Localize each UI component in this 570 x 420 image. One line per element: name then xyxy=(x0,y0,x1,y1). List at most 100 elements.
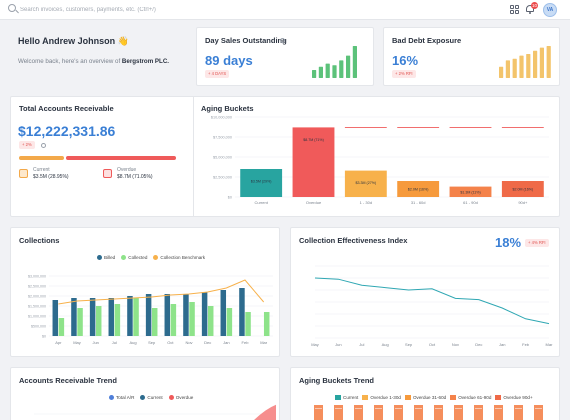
company-name: Bergstrom PLC. xyxy=(121,58,170,65)
legend-item[interactable]: Current xyxy=(140,395,163,400)
cei-month-label: Sep xyxy=(405,342,413,347)
legend-label: Current xyxy=(343,395,359,400)
aging-ytick-label: $7,500,000 xyxy=(213,136,232,140)
bad-debt-title: Bad Debt Exposure xyxy=(392,36,462,45)
aging-trend-bar-highlight xyxy=(475,408,482,409)
aging-trend-bar[interactable] xyxy=(434,405,443,420)
dso-mini-bar xyxy=(332,65,337,78)
bad-debt-value: 16% xyxy=(392,53,419,68)
aging-trend-bar-highlight xyxy=(315,408,322,409)
collections-ytick-label: $1,000,000 xyxy=(28,315,46,319)
bad-debt-mini-bar xyxy=(533,50,538,78)
billed-bar[interactable] xyxy=(52,300,59,336)
collections-month-label: Jul xyxy=(112,340,117,345)
collected-bar[interactable] xyxy=(189,302,195,336)
legend-label: Overdue xyxy=(175,395,194,400)
billed-bar[interactable] xyxy=(127,296,133,336)
collected-bar[interactable] xyxy=(58,318,65,336)
legend-item[interactable]: Current xyxy=(335,395,358,400)
aging-ytick-label: $5,000,000 xyxy=(213,156,232,160)
dso-change-badge: + 4 DAYS xyxy=(205,70,230,78)
aging-trend-bar[interactable] xyxy=(474,405,483,420)
legend-item[interactable]: Overdue xyxy=(168,395,194,400)
collected-bar[interactable] xyxy=(95,306,102,336)
aging-bar[interactable] xyxy=(292,127,335,197)
collections-month-label: Nov xyxy=(185,340,192,345)
collected-bar[interactable] xyxy=(226,308,233,336)
aging-category-label: 1 - 30d xyxy=(360,200,372,205)
aging-trend-bar[interactable] xyxy=(334,405,343,420)
billed-bar[interactable] xyxy=(89,298,96,336)
legend-label: Collected xyxy=(128,255,148,260)
cei-month-label: Dec xyxy=(475,342,482,347)
legend-marker xyxy=(140,395,146,400)
aging-trend-bar-highlight xyxy=(455,408,462,409)
collected-bar[interactable] xyxy=(170,304,177,336)
notification-badge: 10 xyxy=(531,2,538,9)
dso-title: Day Sales Outstanding xyxy=(205,36,287,45)
aging-trend-bar[interactable] xyxy=(374,405,383,420)
billed-bar[interactable] xyxy=(164,294,171,336)
aging-trend-bar[interactable] xyxy=(534,405,543,420)
collected-bar[interactable] xyxy=(245,312,251,336)
aging-trend-bar[interactable] xyxy=(514,405,523,420)
avatar[interactable]: VA xyxy=(543,3,557,17)
collected-bar[interactable] xyxy=(151,308,158,336)
dso-value: 89 days xyxy=(205,53,253,68)
benchmark-line xyxy=(58,279,265,305)
billed-bar[interactable] xyxy=(239,288,245,336)
legend-item[interactable]: Collected xyxy=(121,255,147,260)
aging-bar[interactable] xyxy=(344,170,387,197)
collections-ytick-label: $0 xyxy=(42,335,46,339)
legend-marker xyxy=(495,395,502,400)
collections-month-label: Jan xyxy=(223,340,229,345)
aging-trend-bar[interactable] xyxy=(454,405,463,420)
aging-category-label: 90d+ xyxy=(518,200,528,205)
aging-bar[interactable] xyxy=(240,169,283,197)
legend-item[interactable]: Collection Benchmark xyxy=(153,255,205,260)
aging-trend-bar[interactable] xyxy=(314,405,323,420)
aging-bar-label: $1.3M (11%) xyxy=(460,190,480,194)
aging-bar[interactable] xyxy=(501,181,544,197)
legend-item[interactable]: Overdue 31-60d xyxy=(404,395,446,400)
collected-bar[interactable] xyxy=(207,306,214,336)
info-icon[interactable] xyxy=(280,38,285,43)
dso-mini-bar xyxy=(339,60,344,78)
bad-debt-mini-bar xyxy=(539,47,544,78)
collected-bar[interactable] xyxy=(263,312,270,336)
aging-trend-bar[interactable] xyxy=(414,405,423,420)
search-input[interactable] xyxy=(20,3,260,16)
search-icon[interactable] xyxy=(8,4,16,12)
cei-month-label: Mar xyxy=(546,342,554,347)
billed-bar[interactable] xyxy=(71,298,77,336)
receivables-card: Total Accounts Receivable $12,222,331.86… xyxy=(10,96,560,217)
collected-bar[interactable] xyxy=(77,308,83,336)
collected-bar[interactable] xyxy=(114,304,121,336)
legend-item[interactable]: Overdue 61-90d xyxy=(450,395,491,400)
aging-trend-bar[interactable] xyxy=(394,405,403,420)
legend-item[interactable]: Overdue 1-30d xyxy=(362,395,401,400)
cei-month-label: Oct xyxy=(429,342,436,347)
apps-grid-icon[interactable] xyxy=(510,5,519,14)
legend-item[interactable]: Total A/R xyxy=(109,395,134,400)
billed-bar[interactable] xyxy=(145,294,152,336)
billed-bar[interactable] xyxy=(220,290,227,336)
ar-split-current xyxy=(19,156,65,160)
info-icon[interactable] xyxy=(41,143,46,148)
aging-bar[interactable] xyxy=(397,181,440,197)
legend-item[interactable]: Overdue 90d+ xyxy=(495,395,533,400)
top-bar: 10 VA xyxy=(0,0,570,20)
aging-bar[interactable] xyxy=(449,186,492,197)
billed-bar[interactable] xyxy=(108,298,115,336)
billed-bar[interactable] xyxy=(201,292,208,336)
dso-mini-bar xyxy=(325,63,330,78)
collected-bar[interactable] xyxy=(133,298,139,336)
legend-label: Collection Benchmark xyxy=(160,255,206,260)
bad-debt-mini-bar xyxy=(512,58,517,78)
aging-trend-bar-highlight xyxy=(435,408,442,409)
legend-item[interactable]: Billed xyxy=(97,255,115,260)
aging-trend-bar-highlight xyxy=(535,408,542,409)
aging-trend-bar[interactable] xyxy=(354,405,363,420)
aging-trend-bar[interactable] xyxy=(494,405,503,420)
billed-bar[interactable] xyxy=(183,294,189,336)
